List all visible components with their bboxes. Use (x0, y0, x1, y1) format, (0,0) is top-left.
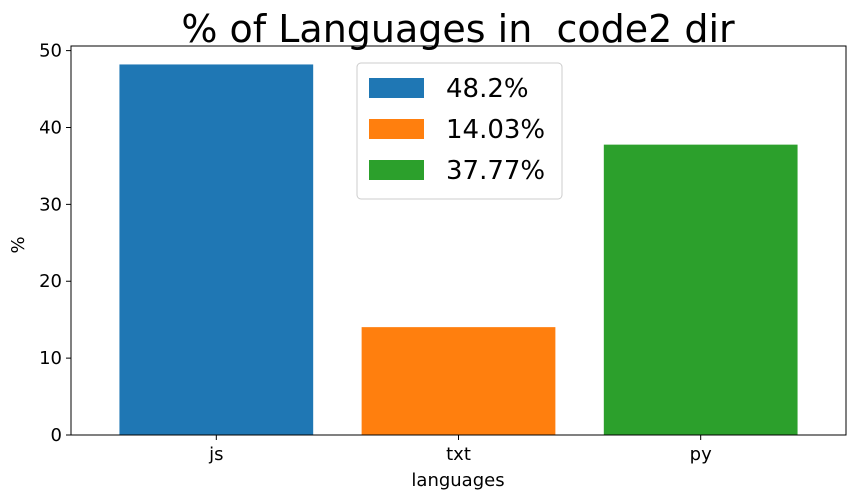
y-tick-label: 0 (51, 425, 62, 446)
plot-area: js txt py 0 10 20 30 40 50 (39, 41, 847, 465)
legend-swatch (369, 119, 424, 139)
legend-swatch (369, 160, 424, 180)
legend-swatch (369, 78, 424, 98)
y-tick-label: 50 (39, 41, 62, 62)
y-axis-label: % (8, 236, 29, 253)
legend-entry-label: 48.2% (446, 74, 529, 104)
legend-entry-label: 37.77% (446, 156, 545, 186)
bar-js (119, 64, 314, 435)
y-tick-label: 20 (39, 271, 62, 292)
bar-txt (361, 327, 556, 435)
y-tick-label: 30 (39, 194, 62, 215)
chart-title: % of Languages in code2 dir (181, 7, 735, 51)
y-tick-label: 10 (39, 348, 62, 369)
x-tick-label-txt: txt (446, 444, 471, 465)
x-tick-label-js: js (208, 444, 223, 465)
x-tick-label-py: py (690, 444, 712, 465)
legend-entry-label: 14.03% (446, 115, 545, 145)
x-axis-label: languages (411, 470, 504, 491)
bar-py (603, 144, 798, 435)
axes-frame (70, 45, 847, 436)
y-tick-label: 40 (39, 117, 62, 138)
legend: 48.2% 14.03% 37.77% (356, 62, 563, 200)
